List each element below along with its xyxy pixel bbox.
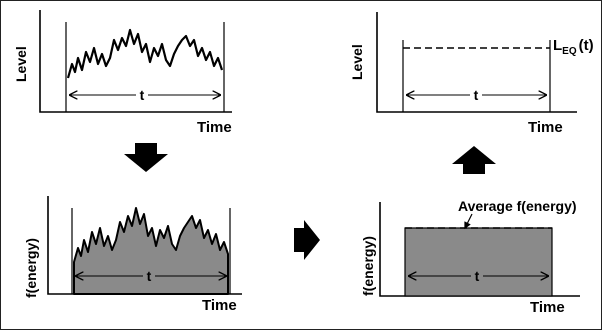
y-axis-label: f(energy): [23, 238, 39, 298]
y-axis-label: Level: [13, 46, 29, 82]
x-axis-label: Time: [528, 119, 563, 136]
t-label-bg: [143, 269, 155, 283]
average-energy-area: [404, 227, 553, 297]
panel-level-fluctuating: Level t Time: [13, 10, 232, 136]
panel-equivalent-level: Level LEQ (t) t Time: [349, 12, 594, 136]
arrow-right-icon: [294, 220, 320, 260]
panel-average-energy: f(energy) Average f(energy) t Time: [360, 198, 580, 316]
arrow-down-icon: [124, 143, 168, 172]
x-axis-label: Time: [202, 297, 237, 314]
y-axis-label: Level: [349, 44, 365, 80]
average-label: Average f(energy): [458, 198, 577, 214]
average-pointer-arrow: [464, 213, 473, 230]
axes: [39, 10, 232, 113]
x-axis-label: Time: [197, 119, 232, 136]
t-label: t: [475, 268, 480, 284]
level-waveform: [66, 28, 224, 79]
t-label-bg: [471, 269, 483, 283]
t-label: t: [147, 268, 152, 284]
t-label: t: [474, 87, 479, 103]
arrow-up-icon: [452, 146, 496, 174]
y-axis-label: f(energy): [360, 236, 376, 296]
t-label-bg: [136, 88, 148, 102]
t-label-bg: [470, 88, 482, 102]
panel-energy-function: f(energy) t Time: [23, 196, 242, 314]
leq-label: LEQ (t): [553, 37, 594, 57]
t-label: t: [140, 87, 145, 103]
axes: [376, 12, 577, 113]
x-axis-label: Time: [530, 299, 565, 316]
